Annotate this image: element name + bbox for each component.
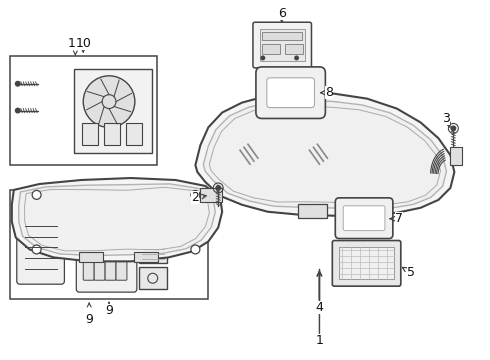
FancyBboxPatch shape: [126, 123, 142, 145]
Circle shape: [294, 55, 299, 60]
Polygon shape: [196, 93, 454, 216]
FancyBboxPatch shape: [297, 204, 327, 218]
FancyBboxPatch shape: [450, 147, 462, 165]
Circle shape: [191, 245, 200, 254]
Text: 9: 9: [105, 305, 113, 318]
FancyBboxPatch shape: [260, 29, 305, 61]
Circle shape: [32, 245, 41, 254]
Text: 10: 10: [68, 37, 83, 50]
FancyBboxPatch shape: [134, 252, 158, 262]
FancyBboxPatch shape: [95, 228, 104, 235]
Text: 8: 8: [325, 86, 333, 99]
FancyBboxPatch shape: [256, 67, 325, 118]
FancyBboxPatch shape: [267, 78, 315, 108]
Text: 10: 10: [75, 37, 91, 50]
FancyBboxPatch shape: [262, 32, 301, 40]
FancyBboxPatch shape: [253, 22, 312, 68]
FancyBboxPatch shape: [10, 56, 157, 165]
FancyBboxPatch shape: [48, 215, 56, 222]
Polygon shape: [203, 100, 446, 209]
Circle shape: [15, 108, 21, 113]
Circle shape: [260, 55, 266, 60]
FancyBboxPatch shape: [83, 228, 92, 235]
FancyBboxPatch shape: [105, 239, 116, 280]
FancyBboxPatch shape: [335, 198, 393, 239]
FancyBboxPatch shape: [94, 239, 105, 280]
Text: 1: 1: [316, 334, 323, 347]
Text: 9: 9: [85, 313, 93, 326]
Text: 2: 2: [192, 192, 199, 204]
FancyBboxPatch shape: [36, 215, 45, 222]
FancyBboxPatch shape: [24, 215, 33, 222]
Circle shape: [450, 125, 456, 131]
FancyBboxPatch shape: [332, 240, 401, 286]
Circle shape: [32, 190, 41, 199]
Polygon shape: [19, 184, 215, 256]
FancyBboxPatch shape: [285, 44, 302, 54]
FancyBboxPatch shape: [82, 123, 98, 145]
FancyBboxPatch shape: [10, 190, 208, 299]
FancyBboxPatch shape: [116, 239, 127, 280]
Text: 4: 4: [316, 301, 323, 314]
FancyBboxPatch shape: [17, 209, 64, 284]
Text: 5: 5: [407, 266, 415, 279]
Circle shape: [215, 185, 221, 191]
Text: 3: 3: [442, 112, 450, 125]
Circle shape: [83, 76, 135, 127]
FancyBboxPatch shape: [200, 188, 222, 202]
FancyBboxPatch shape: [262, 44, 280, 54]
FancyBboxPatch shape: [339, 247, 394, 279]
FancyBboxPatch shape: [119, 228, 128, 235]
Circle shape: [191, 190, 200, 199]
FancyBboxPatch shape: [107, 228, 116, 235]
FancyBboxPatch shape: [104, 123, 120, 145]
FancyBboxPatch shape: [139, 267, 167, 289]
Polygon shape: [12, 178, 222, 261]
FancyBboxPatch shape: [139, 242, 167, 264]
Circle shape: [15, 81, 21, 87]
Text: 6: 6: [278, 7, 286, 20]
FancyBboxPatch shape: [83, 239, 94, 280]
FancyBboxPatch shape: [343, 206, 385, 231]
Text: 7: 7: [395, 212, 403, 225]
FancyBboxPatch shape: [74, 69, 152, 153]
FancyBboxPatch shape: [76, 222, 137, 292]
FancyBboxPatch shape: [79, 252, 103, 262]
